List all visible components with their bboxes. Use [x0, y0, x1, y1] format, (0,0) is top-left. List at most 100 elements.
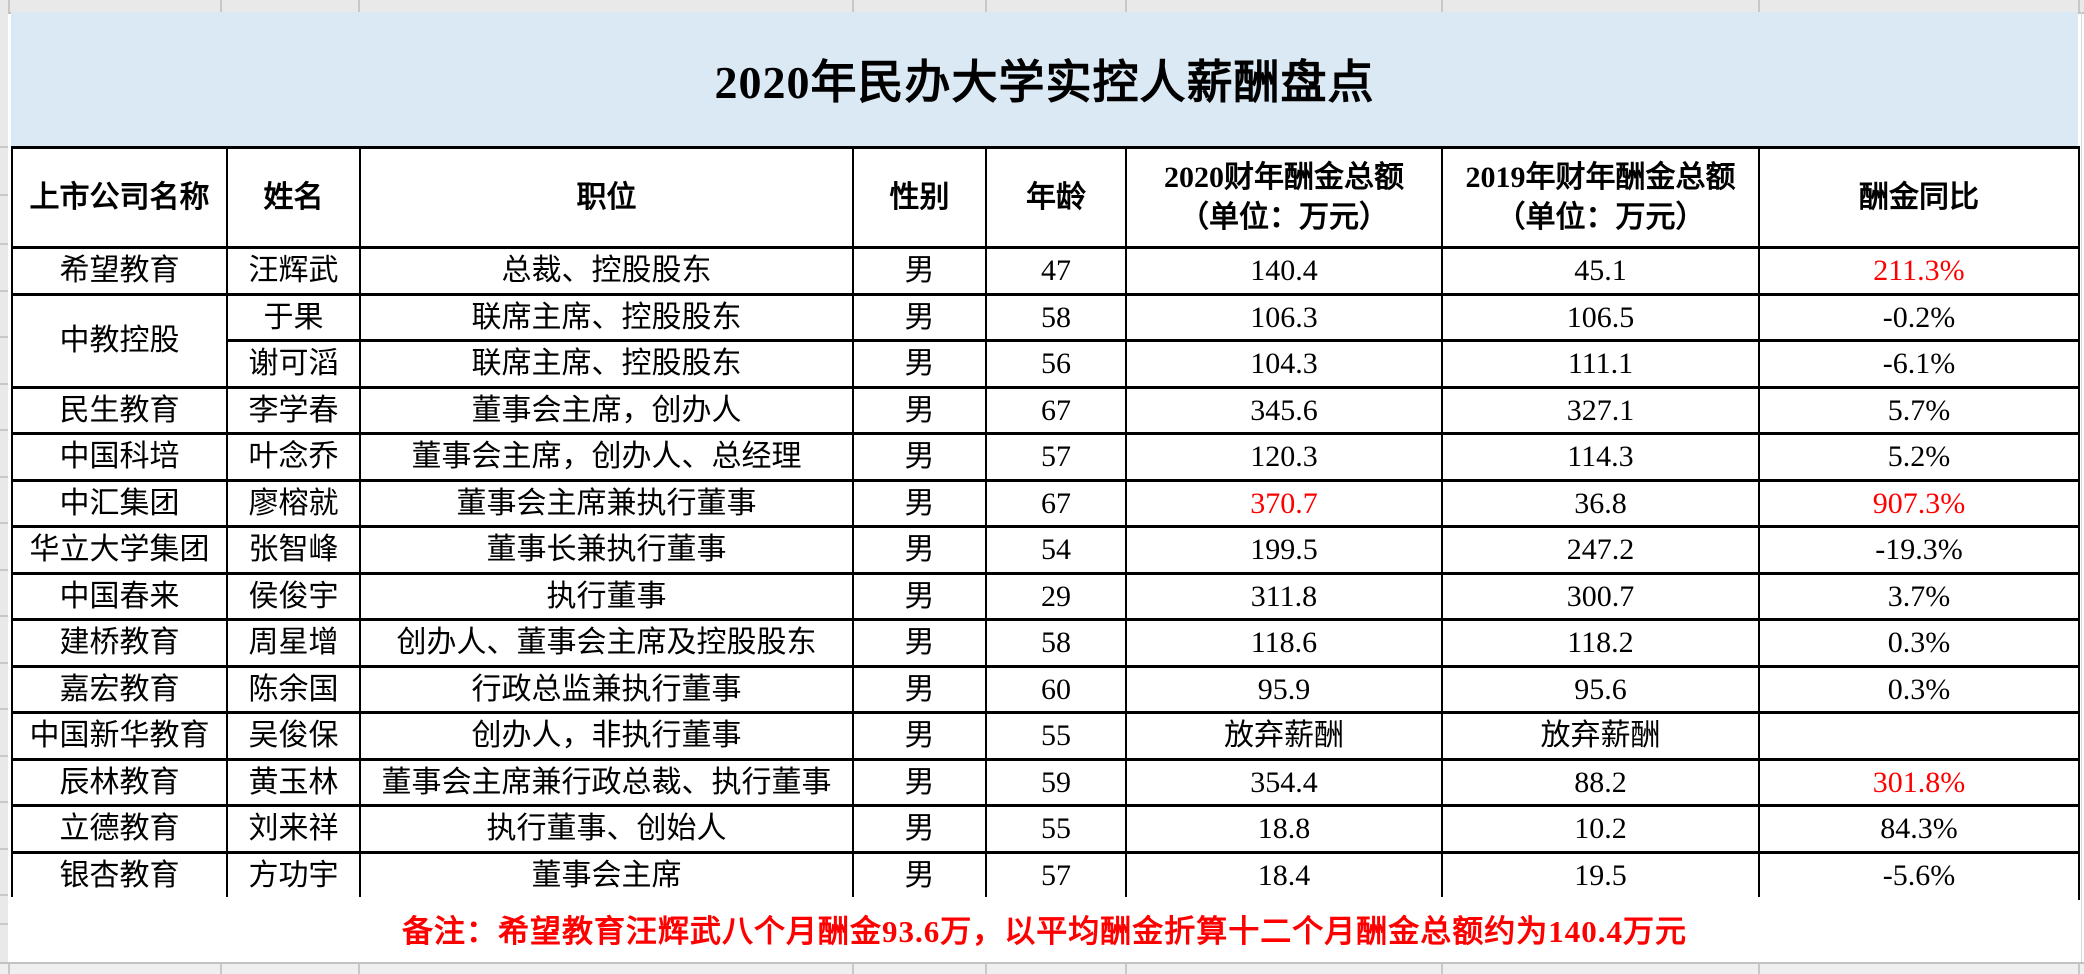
cell-yoy[interactable]: 301.8%: [1758, 757, 2080, 807]
cell-name[interactable]: 方功宇: [226, 850, 361, 900]
cell-position[interactable]: 联席主席、控股股东: [359, 339, 854, 389]
column-header[interactable]: 2019年财年酬金总额 （单位：万元）: [1441, 146, 1760, 249]
column-header[interactable]: 姓名: [226, 146, 361, 249]
cell-pay2019[interactable]: 247.2: [1441, 525, 1760, 575]
cell-age[interactable]: 56: [985, 339, 1127, 389]
cell-pay2020[interactable]: 放弃薪酬: [1125, 711, 1443, 761]
cell-gender[interactable]: 男: [852, 664, 987, 714]
cell-yoy[interactable]: 0.3%: [1758, 618, 2080, 668]
cell-pay2019[interactable]: 10.2: [1441, 804, 1760, 854]
cell-age[interactable]: 58: [985, 618, 1127, 668]
cell-pay2019[interactable]: 106.5: [1441, 292, 1760, 342]
column-header[interactable]: 年龄: [985, 146, 1127, 249]
cell-yoy[interactable]: -6.1%: [1758, 339, 2080, 389]
cell-pay2020[interactable]: 370.7: [1125, 478, 1443, 528]
cell-pay2020[interactable]: 120.3: [1125, 432, 1443, 482]
cell-name[interactable]: 侯俊宇: [226, 571, 361, 621]
cell-age[interactable]: 59: [985, 757, 1127, 807]
cell-company[interactable]: 中汇集团: [11, 478, 228, 528]
cell-age[interactable]: 55: [985, 804, 1127, 854]
cell-pay2020[interactable]: 354.4: [1125, 757, 1443, 807]
cell-name[interactable]: 于果: [226, 292, 361, 342]
cell-name[interactable]: 刘来祥: [226, 804, 361, 854]
cell-company[interactable]: 辰林教育: [11, 757, 228, 807]
column-header[interactable]: 2020财年酬金总额 （单位：万元）: [1125, 146, 1443, 249]
cell-position[interactable]: 创办人、董事会主席及控股股东: [359, 618, 854, 668]
cell-pay2019[interactable]: 19.5: [1441, 850, 1760, 900]
cell-yoy[interactable]: [1758, 711, 2080, 761]
cell-age[interactable]: 29: [985, 571, 1127, 621]
cell-company[interactable]: 建桥教育: [11, 618, 228, 668]
cell-age[interactable]: 67: [985, 478, 1127, 528]
cell-position[interactable]: 联席主席、控股股东: [359, 292, 854, 342]
cell-company[interactable]: 华立大学集团: [11, 525, 228, 575]
column-header[interactable]: 性别: [852, 146, 987, 249]
cell-position[interactable]: 行政总监兼执行董事: [359, 664, 854, 714]
cell-yoy[interactable]: 84.3%: [1758, 804, 2080, 854]
cell-pay2020[interactable]: 345.6: [1125, 385, 1443, 435]
cell-gender[interactable]: 男: [852, 711, 987, 761]
cell-company[interactable]: 银杏教育: [11, 850, 228, 900]
cell-position[interactable]: 总裁、控股股东: [359, 246, 854, 296]
sheet-title-cell[interactable]: 2020年民办大学实控人薪酬盘点: [11, 12, 2078, 146]
cell-company[interactable]: 中国春来: [11, 571, 228, 621]
cell-position[interactable]: 董事会主席兼行政总裁、执行董事: [359, 757, 854, 807]
cell-pay2020[interactable]: 199.5: [1125, 525, 1443, 575]
column-header[interactable]: 职位: [359, 146, 854, 249]
cell-gender[interactable]: 男: [852, 618, 987, 668]
cell-pay2020[interactable]: 18.8: [1125, 804, 1443, 854]
cell-age[interactable]: 47: [985, 246, 1127, 296]
cell-name[interactable]: 周星增: [226, 618, 361, 668]
cell-gender[interactable]: 男: [852, 525, 987, 575]
cell-pay2019[interactable]: 放弃薪酬: [1441, 711, 1760, 761]
cell-gender[interactable]: 男: [852, 757, 987, 807]
cell-yoy[interactable]: -0.2%: [1758, 292, 2080, 342]
cell-name[interactable]: 汪辉武: [226, 246, 361, 296]
cell-pay2020[interactable]: 140.4: [1125, 246, 1443, 296]
cell-name[interactable]: 陈余国: [226, 664, 361, 714]
cell-gender[interactable]: 男: [852, 292, 987, 342]
cell-pay2019[interactable]: 88.2: [1441, 757, 1760, 807]
cell-age[interactable]: 55: [985, 711, 1127, 761]
cell-position[interactable]: 创办人，非执行董事: [359, 711, 854, 761]
cell-pay2019[interactable]: 95.6: [1441, 664, 1760, 714]
cell-pay2020[interactable]: 18.4: [1125, 850, 1443, 900]
cell-gender[interactable]: 男: [852, 385, 987, 435]
cell-pay2020[interactable]: 118.6: [1125, 618, 1443, 668]
cell-position[interactable]: 执行董事、创始人: [359, 804, 854, 854]
cell-pay2019[interactable]: 45.1: [1441, 246, 1760, 296]
cell-name[interactable]: 张智峰: [226, 525, 361, 575]
cell-pay2019[interactable]: 114.3: [1441, 432, 1760, 482]
cell-name[interactable]: 廖榕就: [226, 478, 361, 528]
cell-name[interactable]: 吴俊保: [226, 711, 361, 761]
cell-yoy[interactable]: 0.3%: [1758, 664, 2080, 714]
cell-yoy[interactable]: -19.3%: [1758, 525, 2080, 575]
cell-gender[interactable]: 男: [852, 432, 987, 482]
cell-company[interactable]: 中国科培: [11, 432, 228, 482]
note-cell[interactable]: 备注：希望教育汪辉武八个月酬金93.6万，以平均酬金折算十二个月酬金总额约为14…: [11, 897, 2078, 960]
cell-gender[interactable]: 男: [852, 339, 987, 389]
cell-gender[interactable]: 男: [852, 850, 987, 900]
cell-yoy[interactable]: -5.6%: [1758, 850, 2080, 900]
cell-pay2020[interactable]: 104.3: [1125, 339, 1443, 389]
cell-name[interactable]: 黄玉林: [226, 757, 361, 807]
cell-company[interactable]: 中国新华教育: [11, 711, 228, 761]
cell-name[interactable]: 叶念乔: [226, 432, 361, 482]
cell-age[interactable]: 67: [985, 385, 1127, 435]
cell-position[interactable]: 董事会主席兼执行董事: [359, 478, 854, 528]
cell-pay2019[interactable]: 327.1: [1441, 385, 1760, 435]
cell-age[interactable]: 57: [985, 850, 1127, 900]
cell-pay2019[interactable]: 300.7: [1441, 571, 1760, 621]
cell-pay2019[interactable]: 36.8: [1441, 478, 1760, 528]
cell-pay2019[interactable]: 111.1: [1441, 339, 1760, 389]
cell-gender[interactable]: 男: [852, 246, 987, 296]
cell-pay2020[interactable]: 311.8: [1125, 571, 1443, 621]
cell-pay2019[interactable]: 118.2: [1441, 618, 1760, 668]
cell-name[interactable]: 李学春: [226, 385, 361, 435]
cell-gender[interactable]: 男: [852, 571, 987, 621]
cell-yoy[interactable]: 5.2%: [1758, 432, 2080, 482]
cell-yoy[interactable]: 5.7%: [1758, 385, 2080, 435]
cell-pay2020[interactable]: 95.9: [1125, 664, 1443, 714]
column-header[interactable]: 上市公司名称: [11, 146, 228, 249]
cell-company[interactable]: 立德教育: [11, 804, 228, 854]
